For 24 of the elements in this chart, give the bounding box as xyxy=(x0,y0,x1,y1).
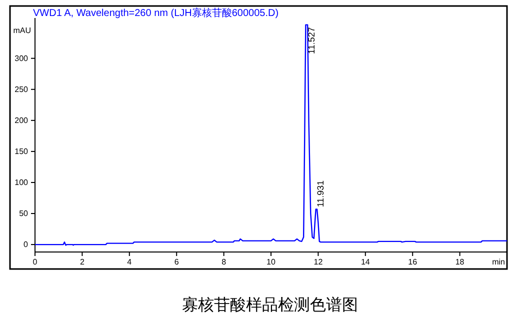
x-tick-label: 16 xyxy=(408,258,418,267)
y-tick-label: 150 xyxy=(14,147,29,156)
y-tick-label: 200 xyxy=(14,116,29,125)
y-axis-title: mAU xyxy=(13,26,32,35)
chart-subtitle: VWD1 A, Wavelength=260 nm (LJH寡核苷酸600005.D) xyxy=(33,7,279,19)
annotation: 11.527 xyxy=(306,27,317,54)
x-tick-label: 0 xyxy=(32,258,38,267)
y-tick-label: 100 xyxy=(14,178,29,188)
x-tick-label: 10 xyxy=(266,258,276,267)
x-tick-label: 14 xyxy=(360,258,370,267)
y-tick-label: 300 xyxy=(14,54,29,63)
x-tick-label: 6 xyxy=(174,258,180,267)
y-tick-label: 50 xyxy=(19,209,29,218)
annotation: 11.931 xyxy=(316,180,326,208)
y-tick-label: 250 xyxy=(14,84,29,94)
line-series xyxy=(34,24,508,246)
x-tick-label: min xyxy=(492,258,505,267)
y-tick-label: 0 xyxy=(24,240,29,250)
x-tick-label: 12 xyxy=(314,258,324,267)
x-tick-label: 2 xyxy=(80,258,85,267)
x-tick-label: 4 xyxy=(127,258,132,267)
x-tick-label: 8 xyxy=(222,258,227,267)
text: 寡核苷酸样品检测色谱图 xyxy=(182,296,358,314)
x-tick-label: 18 xyxy=(455,258,465,267)
